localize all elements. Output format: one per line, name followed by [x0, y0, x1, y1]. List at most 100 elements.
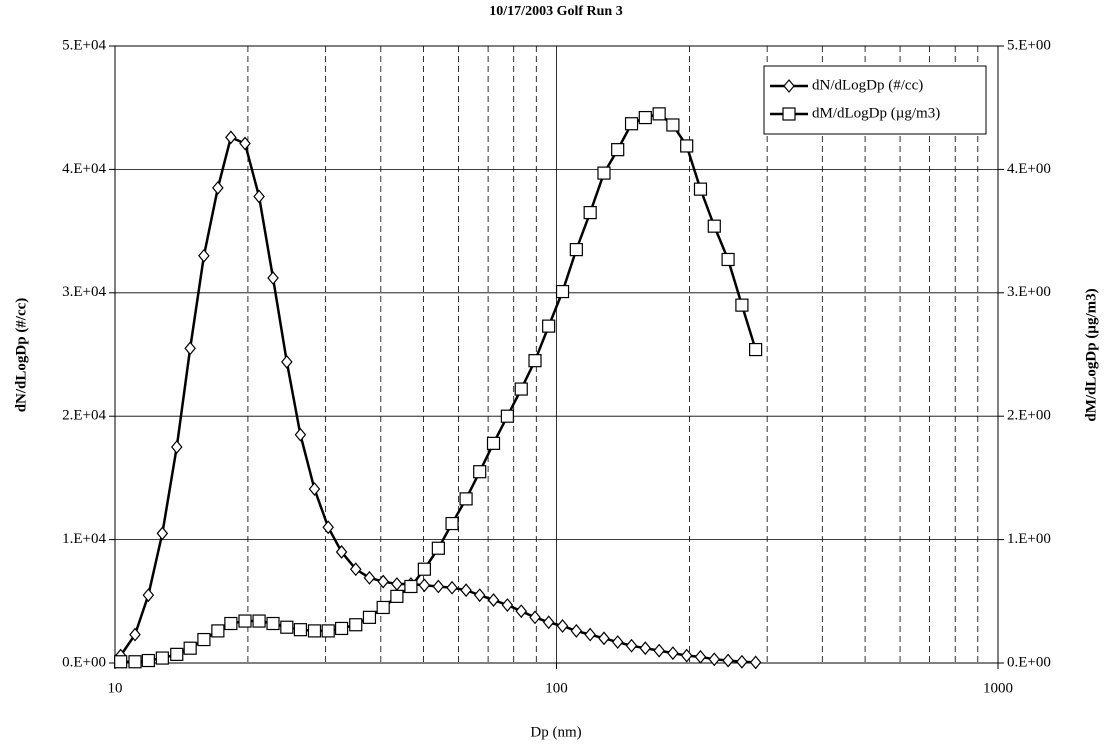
data-point — [611, 143, 625, 157]
legend-marker — [783, 79, 795, 93]
data-point — [460, 583, 472, 598]
x-tick-label: 100 — [545, 680, 568, 696]
x-tick-label: 1000 — [983, 680, 1013, 696]
data-point — [638, 110, 652, 125]
data-point — [735, 298, 749, 312]
data-point — [114, 655, 128, 669]
data-point — [514, 382, 528, 396]
legend-label: dN/dLogDp (#/cc) — [812, 77, 923, 93]
data-point — [529, 610, 541, 625]
data-point — [238, 614, 252, 628]
data-point — [308, 482, 321, 496]
legend-marker — [782, 107, 796, 121]
y-axis-label: dN/dLogDp (#/cc) — [13, 298, 29, 413]
data-point — [349, 618, 363, 632]
data-point — [693, 182, 708, 196]
data-point — [446, 580, 458, 595]
data-point — [142, 588, 155, 603]
data-point — [667, 646, 679, 661]
data-point — [639, 641, 652, 656]
data-point — [363, 570, 376, 585]
y-tick-label: 3.E+04 — [62, 284, 106, 300]
plot-frame — [114, 45, 999, 664]
x-axis-label: Dp (nm) — [530, 724, 581, 740]
data-point — [528, 354, 542, 368]
data-point — [141, 653, 155, 668]
data-point — [445, 516, 459, 531]
data-point — [542, 319, 556, 333]
data-point — [570, 623, 583, 638]
data-point — [239, 136, 251, 151]
data-point — [334, 621, 349, 636]
data-point — [129, 627, 141, 642]
legend-label: dM/dLogDp (µg/m3) — [812, 105, 940, 121]
data-point — [335, 545, 348, 559]
data-point — [583, 205, 597, 220]
data-point — [281, 354, 293, 369]
data-point — [377, 574, 389, 589]
y2-tick-label: 2.E+00 — [1007, 408, 1051, 424]
data-point — [362, 610, 377, 624]
data-point — [486, 436, 501, 450]
data-point — [749, 342, 763, 357]
data-point — [597, 166, 611, 180]
y-tick-label: 1.E+04 — [62, 531, 106, 547]
data-point — [500, 409, 514, 423]
data-point — [666, 118, 680, 132]
data-point — [694, 649, 707, 664]
data-point — [653, 643, 665, 658]
data-point — [569, 243, 583, 257]
data-point — [473, 588, 486, 603]
data-point — [625, 638, 638, 653]
data-point — [293, 623, 308, 637]
data-point — [611, 635, 624, 649]
data-point — [624, 117, 639, 131]
data-point — [501, 598, 514, 612]
data-point — [307, 624, 322, 638]
data-point — [155, 651, 169, 665]
data-point — [128, 655, 142, 669]
data-point — [170, 647, 184, 661]
data-point — [211, 624, 225, 638]
y-tick-label: 5.E+04 — [62, 37, 106, 53]
data-point — [459, 492, 473, 506]
data-point — [198, 248, 210, 263]
data-point — [391, 577, 403, 591]
x-tick-label: 10 — [108, 680, 123, 696]
data-point — [212, 180, 224, 195]
y2-tick-label: 3.E+00 — [1007, 284, 1051, 300]
data-point — [376, 600, 390, 615]
y2-axis-label: dM/dLogDp (µg/m3) — [1083, 288, 1099, 421]
data-point — [404, 579, 418, 594]
data-point — [225, 130, 237, 145]
data-point — [390, 589, 404, 603]
data-point — [736, 654, 748, 669]
data-point — [267, 271, 279, 285]
legend-box — [763, 65, 987, 135]
data-point — [417, 562, 431, 576]
data-point — [555, 284, 570, 299]
y2-tick-label: 1.E+00 — [1007, 531, 1051, 547]
data-point — [184, 341, 196, 356]
data-point — [431, 541, 445, 555]
data-point — [749, 655, 762, 670]
data-point — [708, 652, 721, 667]
data-point — [418, 578, 431, 593]
y-tick-label: 4.E+04 — [62, 161, 106, 177]
data-point — [432, 579, 445, 594]
data-point — [473, 465, 487, 479]
data-point — [197, 632, 211, 647]
data-point — [556, 619, 569, 633]
data-point — [224, 616, 238, 631]
y2-tick-label: 4.E+00 — [1007, 161, 1051, 177]
data-point — [542, 615, 555, 630]
y-tick-label: 0.E+00 — [62, 654, 106, 670]
data-point — [584, 627, 596, 642]
data-point — [252, 614, 266, 628]
data-point — [721, 252, 735, 267]
data-point — [294, 427, 307, 442]
data-point — [322, 520, 334, 535]
data-point — [280, 620, 294, 634]
